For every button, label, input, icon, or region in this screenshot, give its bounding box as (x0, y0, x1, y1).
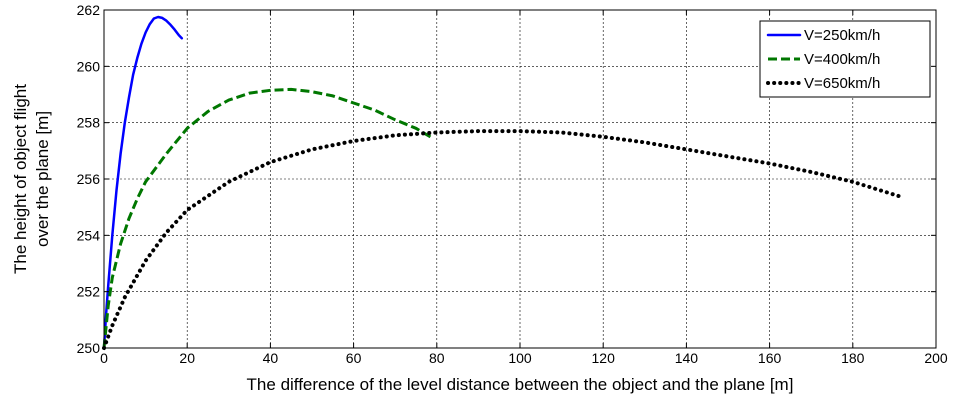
y-tick-label: 258 (77, 115, 101, 131)
x-tick-label: 60 (346, 350, 362, 366)
x-tick-label: 80 (429, 350, 445, 366)
series-line-2 (102, 87, 434, 349)
series-line-3 (102, 129, 905, 350)
y-axis-title-line-2: over the plane [m] (33, 111, 52, 247)
legend-label-2: V=400km/h (804, 51, 880, 68)
y-tick-label: 254 (77, 227, 101, 243)
legend-label-1: V=250km/h (804, 27, 880, 44)
y-tick-label: 260 (77, 58, 101, 74)
y-tick-label: 256 (77, 171, 101, 187)
series-line-1 (102, 15, 184, 350)
legend: V=250km/h V=400km/h V=650km/h (759, 20, 931, 98)
legend-label-3: V=650km/h (804, 75, 880, 92)
x-tick-label: 200 (924, 350, 948, 366)
x-tick-label: 0 (100, 350, 108, 366)
y-tick-label: 252 (77, 284, 101, 300)
x-tick-label: 140 (675, 350, 699, 366)
x-tick-label: 120 (592, 350, 616, 366)
x-tick-label: 20 (179, 350, 195, 366)
x-tick-label: 40 (263, 350, 279, 366)
x-axis-title: The difference of the level distance bet… (247, 375, 794, 394)
x-tick-label: 180 (841, 350, 865, 366)
x-tick-label: 160 (758, 350, 782, 366)
y-axis-title-line-1: The height of object flight (11, 84, 30, 274)
y-tick-label: 262 (77, 2, 101, 18)
x-tick-label: 100 (508, 350, 532, 366)
axis-ticks: 0 20 40 60 80 100 120 140 160 180 200 250 252 254 256 2… (77, 2, 948, 366)
y-tick-label: 250 (77, 340, 101, 356)
series-layer (102, 15, 905, 350)
